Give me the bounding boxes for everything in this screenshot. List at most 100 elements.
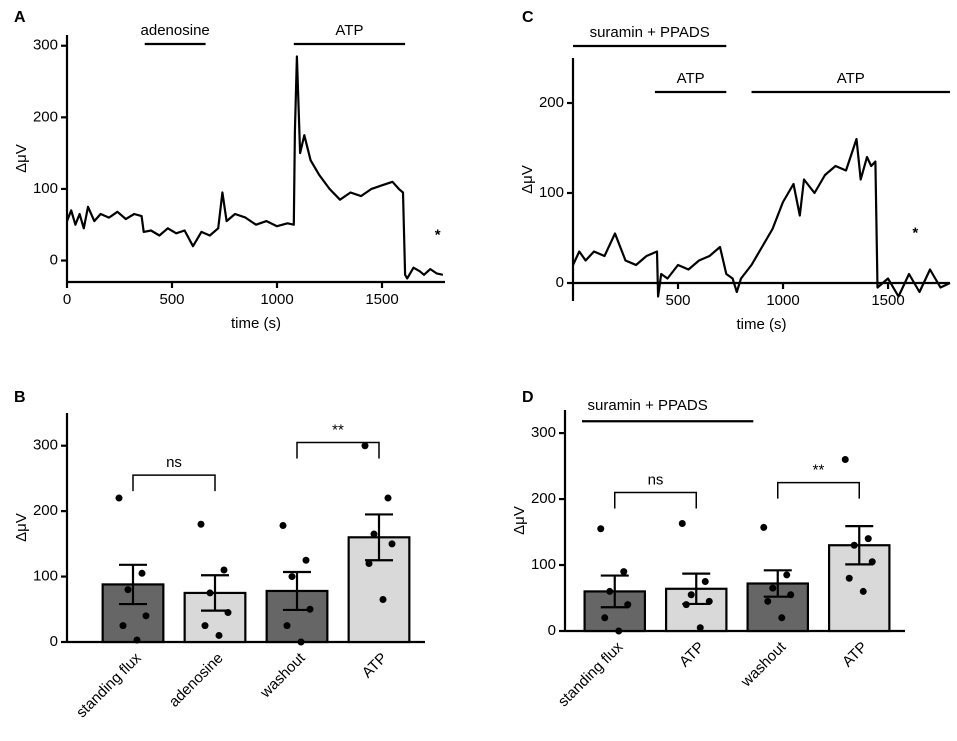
data-point	[864, 535, 872, 543]
y-tick-label: 100	[531, 556, 556, 573]
x-tick-label: ATP	[676, 639, 708, 671]
y-axis-label: ΔμV	[13, 144, 30, 173]
error-bar	[119, 563, 147, 606]
x-tick-label: ATP	[839, 639, 871, 671]
x-axis-label: time (s)	[737, 316, 787, 333]
y-tick-label: 300	[33, 37, 58, 54]
data-point	[620, 568, 628, 576]
significance-bracket	[614, 491, 697, 509]
x-tick-label: washout	[256, 649, 309, 702]
data-point	[306, 605, 314, 613]
y-tick-label: 200	[539, 94, 564, 111]
data-point	[119, 622, 127, 630]
data-point	[370, 530, 378, 538]
significance-bracket	[132, 474, 216, 492]
data-point	[769, 584, 777, 592]
y-axis-label: ΔμV	[13, 513, 30, 542]
data-point	[778, 614, 786, 622]
x-tick-label: 1500	[365, 291, 398, 308]
y-axis-label: ΔμV	[519, 165, 536, 194]
data-point	[624, 601, 632, 609]
significance-label: **	[332, 421, 344, 438]
data-point	[615, 627, 623, 635]
x-axis-label: time (s)	[231, 315, 281, 332]
significance-bracket	[296, 441, 380, 459]
x-tick-label: 1000	[766, 292, 799, 309]
error-bar	[283, 570, 311, 612]
data-point	[601, 614, 609, 622]
error-bar	[201, 574, 229, 612]
data-point	[705, 597, 713, 605]
data-point	[206, 589, 214, 597]
y-tick-label: 0	[50, 251, 58, 268]
data-point	[597, 525, 605, 533]
data-point	[701, 578, 709, 586]
interval-label: suramin + PPADS	[590, 24, 710, 41]
data-point	[201, 622, 209, 630]
y-tick-label: 300	[33, 437, 58, 454]
y-axis-label: ΔμV	[511, 506, 528, 535]
x-tick-label: 0	[63, 291, 71, 308]
y-tick-label: 300	[531, 424, 556, 441]
data-point	[764, 597, 772, 605]
y-tick-label: 0	[548, 622, 556, 639]
x-tick-label: standing flux	[555, 638, 627, 710]
data-point	[224, 609, 232, 617]
data-point	[859, 587, 867, 595]
data-point	[678, 519, 686, 527]
annotation: *	[912, 224, 918, 241]
data-point	[787, 591, 795, 599]
x-tick-label: standing flux	[73, 649, 145, 721]
x-tick-label: washout	[737, 638, 790, 691]
data-point	[124, 586, 132, 594]
data-point	[845, 574, 853, 582]
data-point	[682, 601, 690, 609]
significance-label: ns	[648, 471, 664, 488]
y-tick-label: 200	[531, 490, 556, 507]
y-tick-label: 100	[33, 568, 58, 585]
data-point	[850, 541, 858, 549]
trace	[65, 55, 444, 280]
x-tick-label: 1500	[871, 292, 904, 309]
error-bar	[845, 525, 874, 566]
y-tick-label: 100	[539, 184, 564, 201]
y-tick-label: 0	[556, 274, 564, 291]
y-tick-label: 200	[33, 502, 58, 519]
data-point	[288, 573, 296, 581]
data-point	[138, 569, 146, 577]
interval-label: ATP	[837, 70, 865, 87]
panel-label: A	[14, 9, 26, 26]
data-point	[379, 595, 387, 603]
data-point	[783, 571, 791, 579]
x-tick-label: adenosine	[166, 650, 227, 711]
data-point	[133, 636, 141, 644]
interval-label: ATP	[677, 70, 705, 87]
interval-label: adenosine	[141, 22, 210, 39]
annotation: *	[435, 226, 441, 243]
significance-bracket	[777, 481, 860, 499]
data-point	[283, 622, 291, 630]
data-point	[696, 624, 704, 632]
data-point	[388, 540, 396, 548]
x-tick-label: 500	[159, 291, 184, 308]
data-point	[384, 494, 392, 502]
x-tick-label: 1000	[260, 291, 293, 308]
data-point	[365, 559, 373, 567]
data-point	[220, 566, 228, 574]
significance-label: **	[813, 462, 825, 479]
x-tick-label: ATP	[359, 650, 391, 682]
interval-label: suramin + PPADS	[588, 397, 708, 414]
data-point	[215, 631, 223, 639]
data-point	[115, 494, 123, 502]
error-bar	[763, 569, 792, 598]
data-point	[841, 455, 849, 463]
y-tick-label: 200	[33, 108, 58, 125]
data-point	[279, 522, 287, 530]
panel-label: D	[522, 389, 534, 406]
data-point	[302, 556, 310, 564]
y-tick-label: 0	[50, 633, 58, 650]
significance-label: ns	[166, 454, 182, 471]
data-point	[606, 587, 614, 595]
x-tick-label: 500	[665, 292, 690, 309]
